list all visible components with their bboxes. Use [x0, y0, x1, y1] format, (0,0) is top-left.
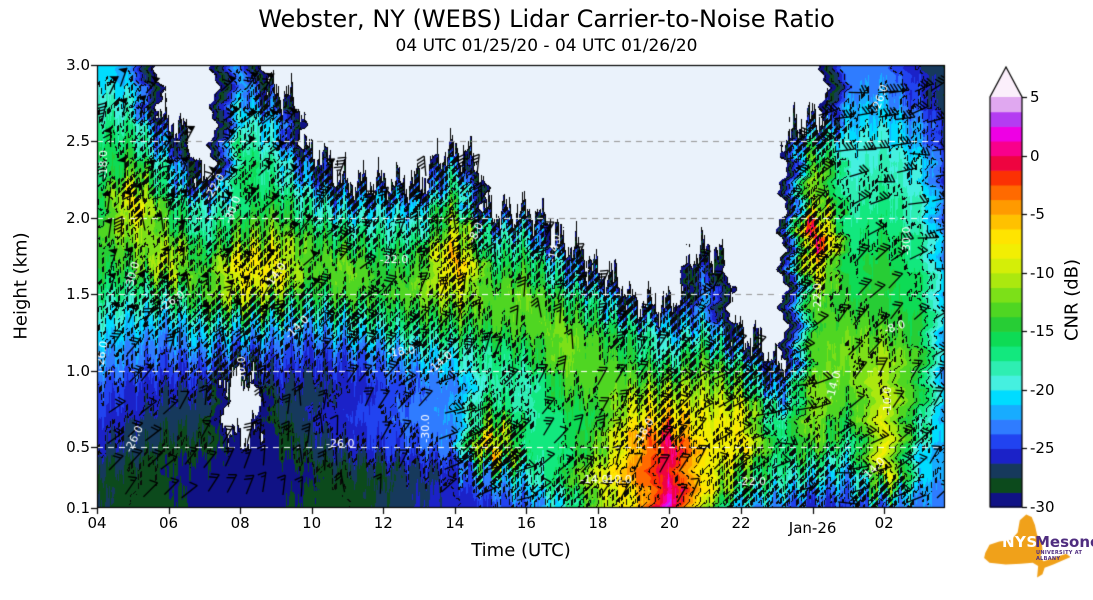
- x-tick-label: 08: [230, 514, 250, 532]
- y-tick-label: 0.1: [66, 499, 90, 517]
- colorbar-tick-label: -30: [1030, 498, 1055, 516]
- y-tick-label: 1.5: [66, 285, 90, 304]
- colorbar-tick-label: -25: [1030, 439, 1055, 458]
- x-tick-label: 04: [87, 514, 107, 532]
- y-tick-label: 3.0: [66, 56, 90, 74]
- logo-name-text: Mesonet: [1035, 533, 1093, 551]
- logo-subtitle-text: UNIVERSITY AT ALBANY: [1036, 550, 1083, 562]
- x-tick-label: 10: [302, 514, 322, 532]
- x-tick-label: 12: [373, 514, 393, 532]
- logo-org-text: NYS: [1002, 533, 1038, 551]
- x-tick-label: 06: [159, 514, 179, 532]
- x-axis-label: Time (UTC): [471, 540, 571, 561]
- y-tick-label: 1.0: [66, 361, 90, 380]
- x-tick-label: 22: [731, 514, 751, 532]
- y-tick-label: 0.5: [66, 437, 90, 456]
- chart-subtitle: 04 UTC 01/25/20 - 04 UTC 01/26/20: [395, 36, 698, 56]
- colorbar-tick-label: -10: [1030, 263, 1055, 282]
- x-tick-label: 14: [445, 514, 465, 532]
- colorbar-tick-label: 0: [1030, 146, 1040, 165]
- colorbar-tick-label: 5: [1030, 88, 1040, 106]
- x-tick-label: Jan-26: [788, 519, 837, 537]
- y-axis-label: Height (km): [10, 232, 32, 340]
- chart-title: Webster, NY (WEBS) Lidar Carrier-to-Nois…: [258, 5, 835, 33]
- x-tick-label: 02: [874, 514, 894, 532]
- y-tick-label: 2.0: [66, 208, 90, 227]
- x-tick-label: 16: [516, 514, 536, 532]
- x-tick-label: 18: [588, 514, 608, 532]
- colorbar-tick-label: -5: [1030, 205, 1045, 224]
- x-tick-label: 20: [659, 514, 680, 532]
- colorbar-tick-label: -20: [1030, 380, 1055, 399]
- y-tick-label: 2.5: [66, 132, 90, 151]
- colorbar-tick-label: -15: [1030, 322, 1055, 341]
